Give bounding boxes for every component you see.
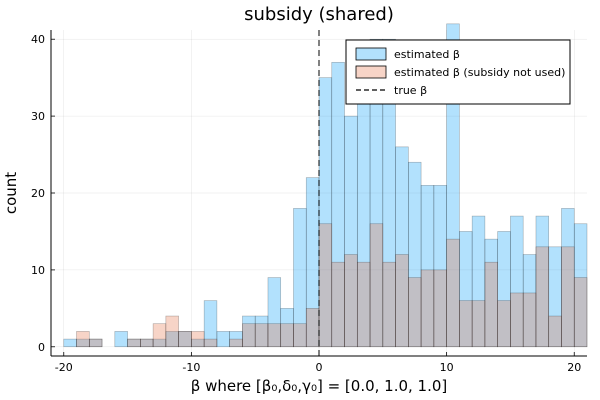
x-ticks: -20 -10 0 10 20 <box>55 352 581 374</box>
bar-subsidy-not-used <box>344 254 358 348</box>
bar-subsidy-not-used <box>548 315 562 348</box>
bar-estimated-beta <box>408 161 422 348</box>
bar-estimated-beta <box>433 185 447 348</box>
y-tick-label: 40 <box>31 33 45 46</box>
bar-subsidy-not-used <box>242 323 256 348</box>
bar-estimated-beta <box>254 315 269 348</box>
bar-estimated-beta <box>548 246 562 348</box>
bar-subsidy-not-used <box>280 323 294 348</box>
bar-subsidy-not-used <box>305 308 320 348</box>
bar-estimated-beta <box>344 115 358 348</box>
x-tick-label: 10 <box>440 361 454 374</box>
bar-estimated-beta <box>369 38 384 348</box>
bar-subsidy-not-used <box>459 300 473 348</box>
bar-estimated-beta <box>459 231 473 348</box>
bar-estimated-beta <box>510 215 524 348</box>
bar-estimated-beta <box>331 61 345 348</box>
y-tick-label: 0 <box>38 341 45 354</box>
bar-estimated-beta <box>127 338 141 348</box>
bar-subsidy-not-used <box>88 338 103 348</box>
bar-estimated-beta <box>484 238 498 348</box>
bar-estimated-beta <box>242 315 256 348</box>
bar-subsidy-not-used <box>203 338 218 348</box>
bar-estimated-beta <box>395 146 409 348</box>
bar-estimated-beta <box>522 254 537 348</box>
bar-estimated-beta <box>535 215 550 348</box>
bar-subsidy-not-used <box>229 338 243 348</box>
bar-estimated-beta <box>280 308 294 348</box>
bar-estimated-beta <box>446 23 460 348</box>
bar-subsidy-not-used <box>573 277 588 348</box>
x-axis-label: β where [β₀,δ₀,γ₀] = [0.0, 1.0, 1.0] <box>191 377 448 395</box>
bar-subsidy-not-used <box>446 238 460 348</box>
bar-subsidy-not-used <box>522 292 537 348</box>
bar-estimated-beta <box>114 331 128 348</box>
series-estimated-beta-bars <box>63 23 588 348</box>
bar-subsidy-not-used <box>140 338 154 348</box>
legend: estimated β estimated β (subsidy not used… <box>345 39 571 105</box>
legend-label: estimated β (subsidy not used) <box>394 66 565 79</box>
x-tick-label: 0 <box>316 361 323 374</box>
bar-subsidy-not-used <box>178 331 192 348</box>
bar-subsidy-not-used <box>152 323 167 348</box>
bar-estimated-beta <box>88 338 103 348</box>
bar-estimated-beta <box>76 338 90 348</box>
bar-estimated-beta <box>165 331 179 348</box>
legend-swatch <box>355 65 387 79</box>
bar-subsidy-not-used <box>408 277 422 348</box>
bar-estimated-beta <box>497 231 511 348</box>
bar-estimated-beta <box>471 215 486 348</box>
bar-subsidy-not-used <box>471 300 486 348</box>
bar-subsidy-not-used <box>535 246 550 348</box>
legend-swatch <box>355 47 387 61</box>
y-axis-label: count <box>2 172 20 214</box>
bar-estimated-beta <box>63 338 77 348</box>
bar-estimated-beta <box>152 338 167 348</box>
bar-estimated-beta <box>420 185 435 348</box>
bar-subsidy-not-used <box>561 246 575 348</box>
legend-box <box>345 39 571 105</box>
bar-subsidy-not-used <box>191 331 205 348</box>
bar-estimated-beta <box>203 300 218 348</box>
bar-estimated-beta <box>267 277 282 348</box>
bar-subsidy-not-used <box>165 315 179 348</box>
bar-estimated-beta <box>293 208 307 348</box>
bar-subsidy-not-used <box>510 292 524 348</box>
bar-subsidy-not-used <box>395 254 409 348</box>
bar-subsidy-not-used <box>76 331 90 348</box>
y-tick-label: 20 <box>31 187 45 200</box>
x-tick-label: -10 <box>182 361 200 374</box>
bar-estimated-beta <box>229 331 243 348</box>
bar-subsidy-not-used <box>254 323 269 348</box>
x-tick-label: 20 <box>567 361 581 374</box>
bar-subsidy-not-used <box>369 223 384 348</box>
bar-subsidy-not-used <box>331 261 345 348</box>
series-subsidy-not-used-bars <box>76 223 588 348</box>
bar-subsidy-not-used <box>484 261 498 348</box>
bar-estimated-beta <box>382 38 396 348</box>
bar-estimated-beta <box>140 338 154 348</box>
bar-estimated-beta <box>191 338 205 348</box>
bar-estimated-beta <box>573 223 588 348</box>
legend-label: true β <box>394 84 427 97</box>
bar-subsidy-not-used <box>433 269 447 348</box>
bar-estimated-beta <box>561 208 575 348</box>
bar-subsidy-not-used <box>127 338 141 348</box>
bar-subsidy-not-used <box>318 223 333 348</box>
bar-estimated-beta <box>178 331 192 348</box>
legend-label: estimated β <box>394 48 460 61</box>
y-tick-label: 30 <box>31 110 45 123</box>
bar-subsidy-not-used <box>497 300 511 348</box>
bar-subsidy-not-used <box>267 323 282 348</box>
bar-subsidy-not-used <box>293 323 307 348</box>
bar-subsidy-not-used <box>356 261 371 348</box>
y-ticks: 0 10 20 30 40 <box>31 33 55 354</box>
bar-subsidy-not-used <box>382 261 396 348</box>
y-tick-label: 10 <box>31 264 45 277</box>
bar-estimated-beta <box>216 331 230 348</box>
chart-title: subsidy (shared) <box>244 4 394 25</box>
x-tick-label: -20 <box>55 361 73 374</box>
bar-subsidy-not-used <box>420 269 435 348</box>
